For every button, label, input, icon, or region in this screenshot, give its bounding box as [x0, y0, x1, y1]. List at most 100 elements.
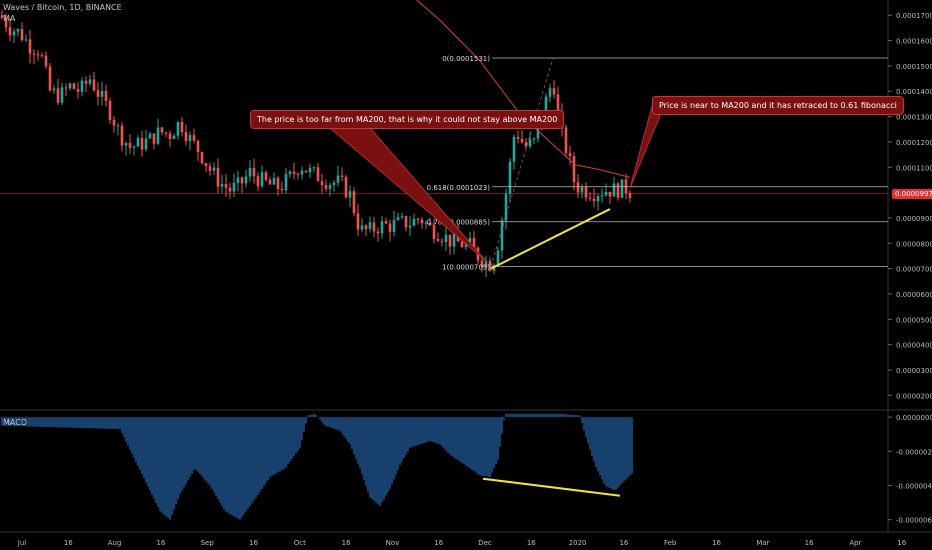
candle-body: [348, 191, 352, 198]
candle-body: [512, 136, 516, 162]
candle-body: [216, 167, 220, 187]
candle-body: [268, 179, 272, 185]
fib-levels: 0(0.0001531) 0.618(0.0001023) 0.786(0.0000…: [427, 55, 888, 271]
candle-body: [360, 225, 364, 230]
candle-body: [276, 177, 280, 189]
candle-body: [536, 125, 540, 139]
time-tick-label: 16: [712, 539, 721, 547]
candle-body: [556, 94, 560, 112]
price-tick-label: 0.0000500: [896, 316, 932, 324]
candle-body: [432, 225, 436, 239]
time-tick-label: Aug: [108, 539, 122, 547]
candle-body: [252, 167, 256, 177]
candle-body: [332, 182, 336, 186]
candle-body: [316, 167, 320, 182]
candle-body: [220, 184, 224, 187]
ma-indicator-label: MA: [3, 14, 16, 23]
candle-body: [368, 222, 372, 230]
candle-body: [324, 185, 328, 189]
candle-body: [356, 213, 360, 230]
candle-body: [4, 17, 8, 28]
candle-body: [464, 242, 468, 248]
candle-body: [88, 79, 92, 84]
candle-body: [36, 54, 40, 56]
candle-body: [448, 234, 452, 247]
time-tick-label: Jul: [17, 539, 27, 547]
candle-body: [192, 135, 196, 141]
candle-body: [408, 225, 412, 228]
fib-level-label: 0(0.0001531): [442, 55, 490, 63]
macd-tick-label: -0.0000020: [896, 448, 932, 456]
time-tick-label: Oct: [294, 539, 306, 547]
candle-body: [260, 172, 264, 187]
time-tick-label: 16: [805, 539, 814, 547]
candle-body: [424, 222, 428, 224]
candle-body: [164, 132, 168, 134]
macd-tick-label: -0.0000060: [896, 517, 932, 525]
candle-body: [188, 135, 192, 142]
candle-body: [44, 55, 48, 67]
candle-body: [508, 161, 512, 194]
candle-body: [280, 188, 284, 191]
time-tick-label: Apr: [849, 539, 861, 547]
time-tick-label: 2020: [569, 539, 587, 547]
candle-body: [468, 237, 472, 243]
candle-body: [212, 167, 216, 171]
candle-body: [84, 80, 88, 84]
candle-body: [156, 127, 160, 144]
callout-left: The price is too far from MA200, that is…: [250, 110, 565, 129]
candle-body: [236, 177, 240, 183]
candle-body: [240, 177, 244, 184]
candle-body: [344, 177, 348, 198]
candle-body: [568, 153, 572, 157]
candle-body: [12, 31, 16, 36]
time-tick-label: 16: [64, 539, 73, 547]
candle-body: [552, 88, 556, 95]
candle-body: [144, 138, 148, 150]
macd-histogram: [1, 413, 633, 520]
candle-body: [116, 125, 120, 127]
candle-body: [160, 127, 164, 133]
candle-body: [148, 133, 152, 139]
candle-body: [296, 173, 300, 175]
time-tick-label: 16: [897, 539, 906, 547]
candle-body: [460, 241, 464, 248]
candle-body: [516, 136, 520, 139]
candle-body: [124, 142, 128, 146]
time-tick-label: 16: [527, 539, 536, 547]
candle-body: [168, 133, 172, 140]
candle-body: [308, 168, 312, 173]
candle-body: [180, 121, 184, 133]
candle-body: [172, 135, 176, 140]
fib-level-label: 0.786(0.0000885): [427, 219, 491, 227]
candle-body: [196, 140, 200, 153]
support-trendline: [490, 208, 611, 270]
time-tick-label: 16: [156, 539, 165, 547]
candle-body: [620, 179, 624, 198]
candle-body: [312, 167, 316, 169]
axes: 0.0001700 0.0001600 0.0001500 0.0001400 0.00…: [17, 12, 932, 547]
candle-body: [288, 171, 292, 175]
candle-body: [56, 88, 60, 103]
time-tick-label: Sep: [201, 539, 215, 547]
candle-body: [404, 216, 408, 228]
time-tick-label: 16: [434, 539, 443, 547]
time-tick-label: Nov: [386, 539, 400, 547]
price-tick-label: 0.0000200: [896, 392, 932, 400]
candle-body: [584, 186, 588, 198]
candle-body: [200, 152, 204, 163]
candle-body: [100, 91, 104, 97]
price-tick-label: 0.0000600: [896, 291, 932, 299]
time-tick-label: Feb: [664, 539, 677, 547]
candle-body: [416, 218, 420, 220]
candle-body: [484, 260, 488, 268]
price-tick-label: 0.0000800: [896, 240, 932, 248]
candle-body: [320, 181, 324, 186]
candle-body: [68, 83, 72, 89]
candle-body: [604, 191, 608, 196]
candle-body: [524, 142, 528, 147]
candle-body: [528, 139, 532, 147]
macd-indicator-label: MACD: [3, 418, 27, 427]
candle-body: [452, 232, 456, 247]
